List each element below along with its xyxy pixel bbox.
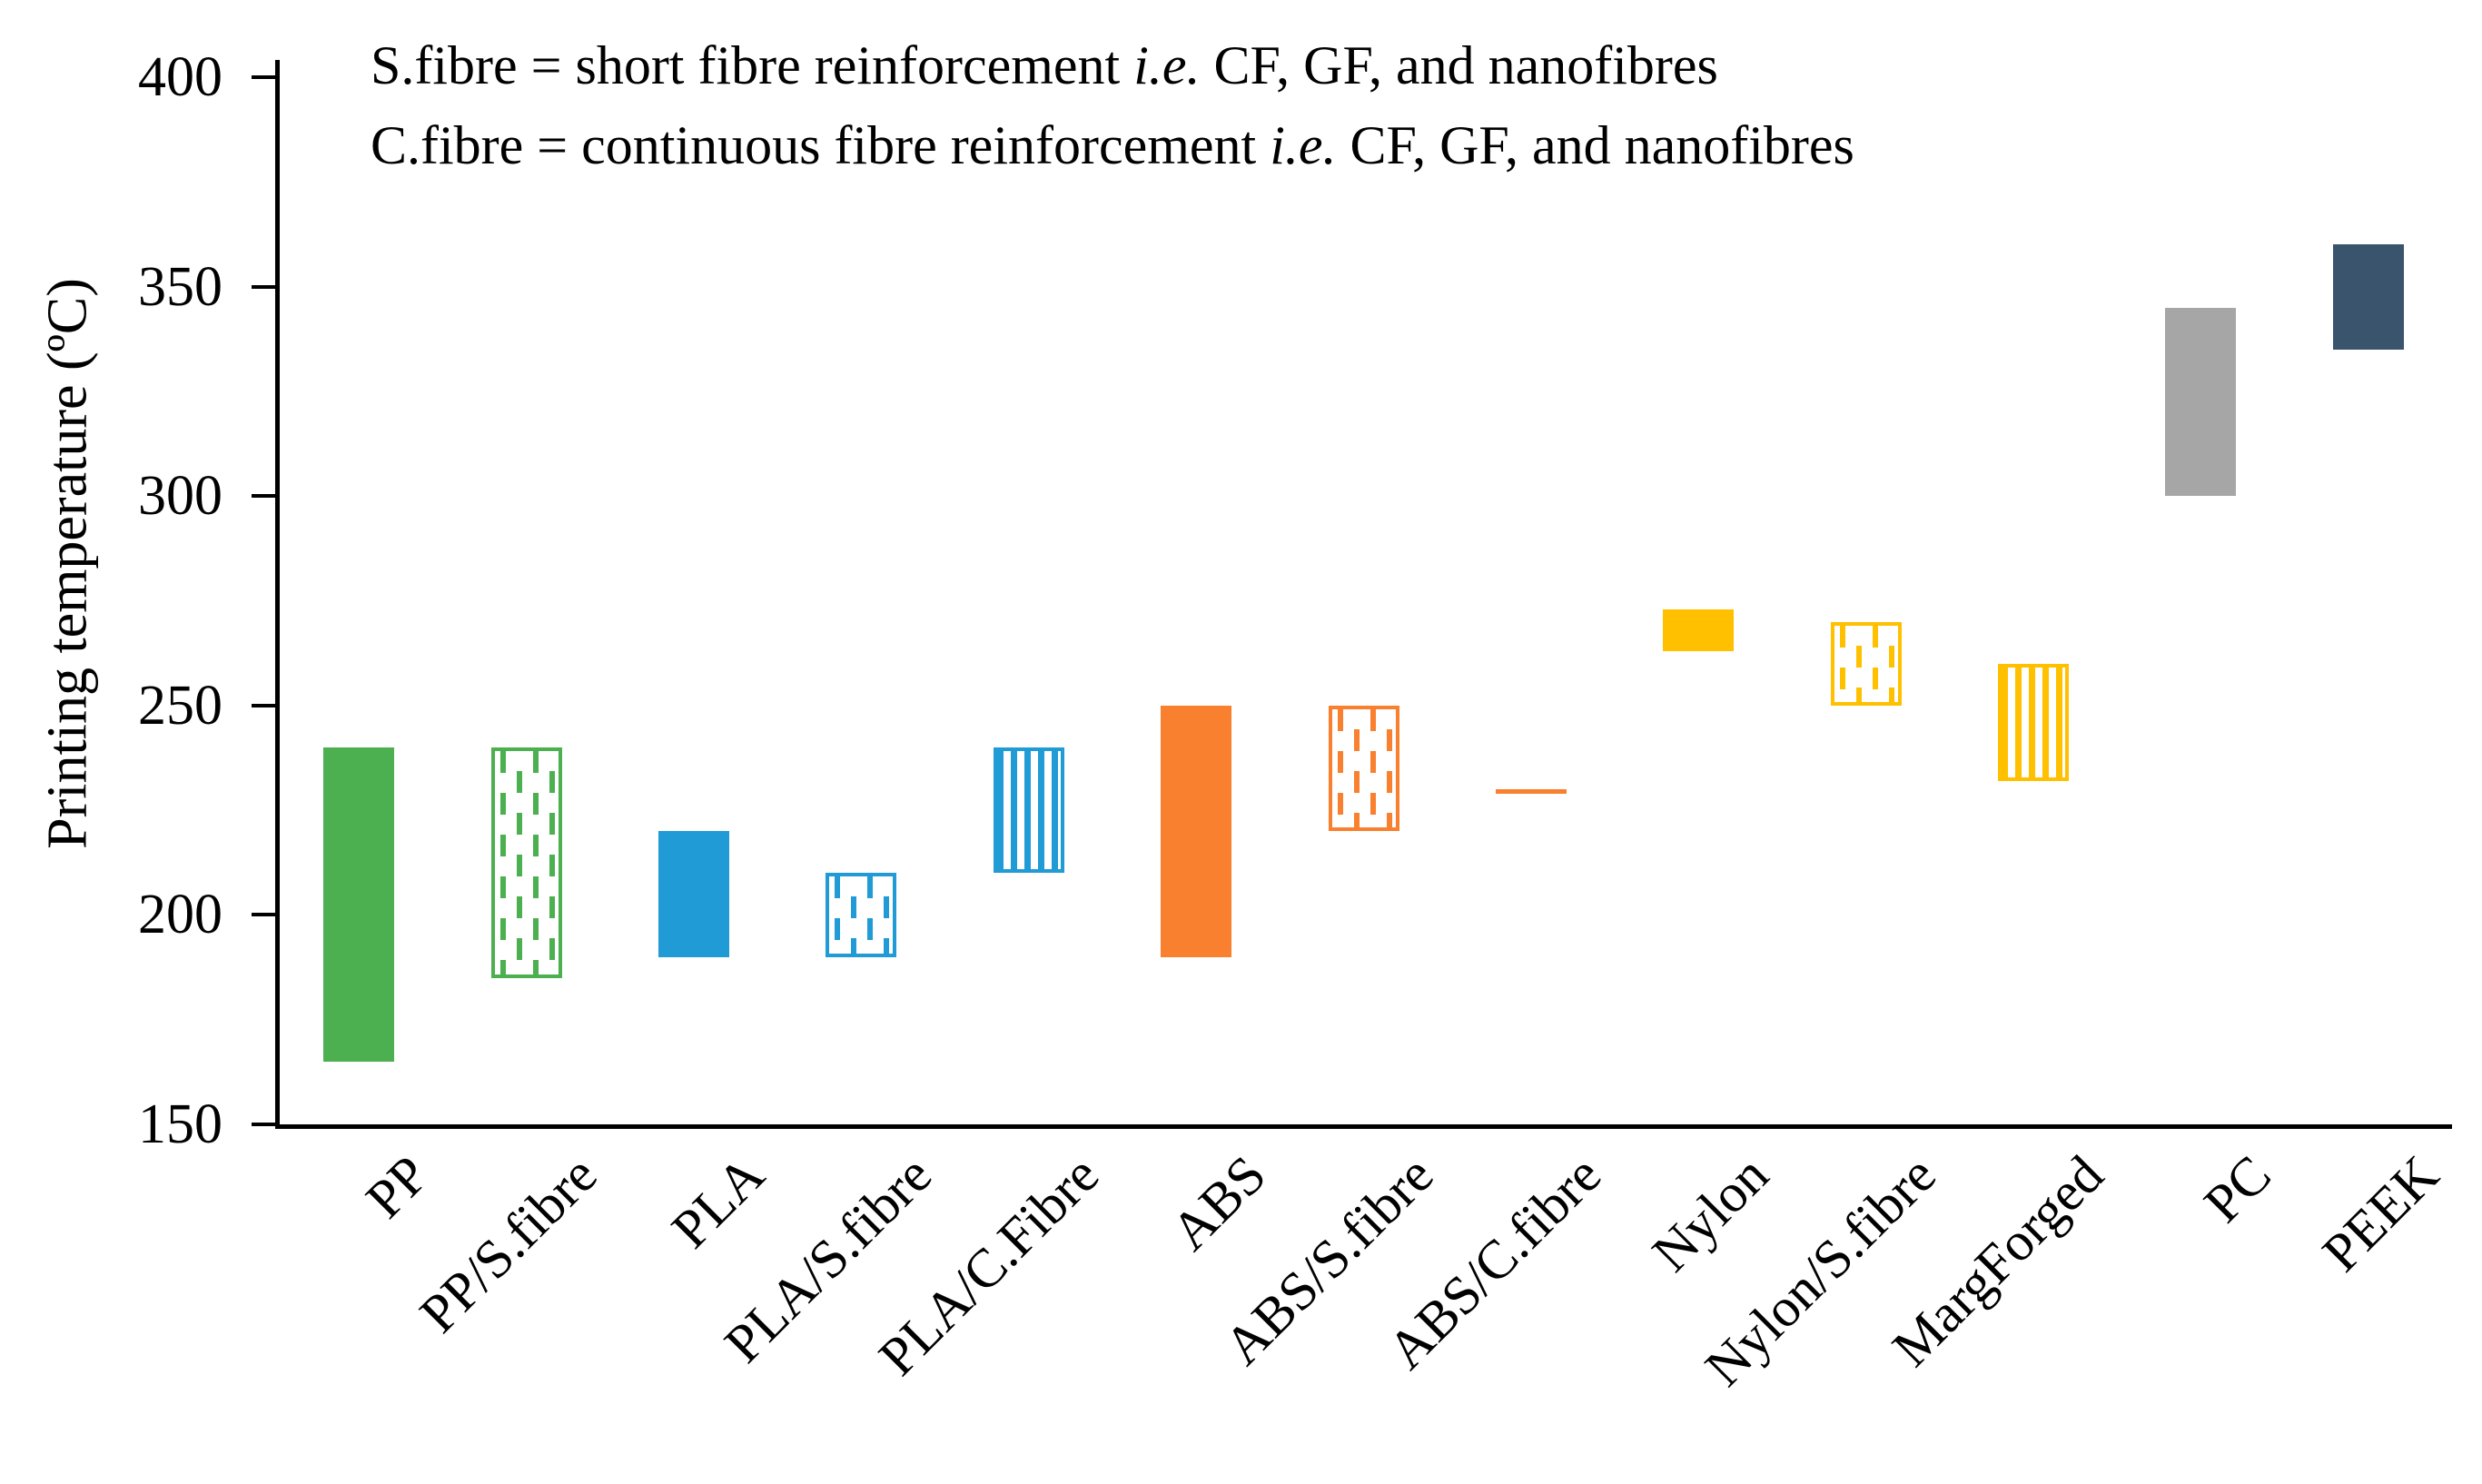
bar-ABS/S.fibre [1328,705,1399,832]
bar-PEEK [2332,244,2404,350]
y-tick-label-350: 350 [138,255,222,318]
bar-PLA/S.fibre [826,873,897,957]
bar-Nylon [1663,608,1735,651]
bar-PLA/C.Fibre [993,747,1064,874]
bar-PP/S.fibre [490,747,562,978]
y-tick-mark-400 [252,75,276,79]
bar-Nylon/S.fibre [1830,621,1902,706]
y-tick-label-150: 150 [138,1093,222,1155]
y-tick-mark-150 [252,1123,276,1126]
y-tick-label-250: 250 [138,674,222,737]
y-tick-label-400: 400 [138,46,222,108]
y-tick-label-300: 300 [138,465,222,528]
x-label-PLA: PLA [659,1143,776,1260]
x-label-PEEK: PEEK [2310,1143,2450,1283]
bar-PC [2165,307,2237,497]
y-tick-mark-300 [252,494,276,499]
y-tick-mark-350 [252,284,276,289]
bar-ABS [1161,705,1232,957]
x-label-PP: PP [354,1143,440,1230]
annotation-line-1: S.fibre = short fibre reinforcement i.e.… [371,35,1718,95]
y-tick-label-200: 200 [138,884,222,946]
bar-MargForged [1998,663,2070,781]
bar-PLA [658,831,729,957]
y-axis-line [275,60,280,1127]
annotation-line-2: C.fibre = continuous fibre reinforcement… [371,115,1854,175]
annotation-block: S.fibre = short fibre reinforcement i.e.… [371,25,1854,185]
bar-PP [323,747,395,1062]
x-label-PP/S.fibre: PP/S.fibre [408,1143,608,1344]
y-tick-mark-250 [252,703,276,707]
x-axis-line [275,1124,2452,1129]
y-tick-mark-200 [252,913,276,917]
x-label-PC: PC [2192,1143,2282,1234]
x-label-ABS: ABS [1160,1143,1278,1262]
x-label-Nylon: Nylon [1641,1143,1780,1283]
bar-ABS/C.fibre [1495,789,1567,795]
